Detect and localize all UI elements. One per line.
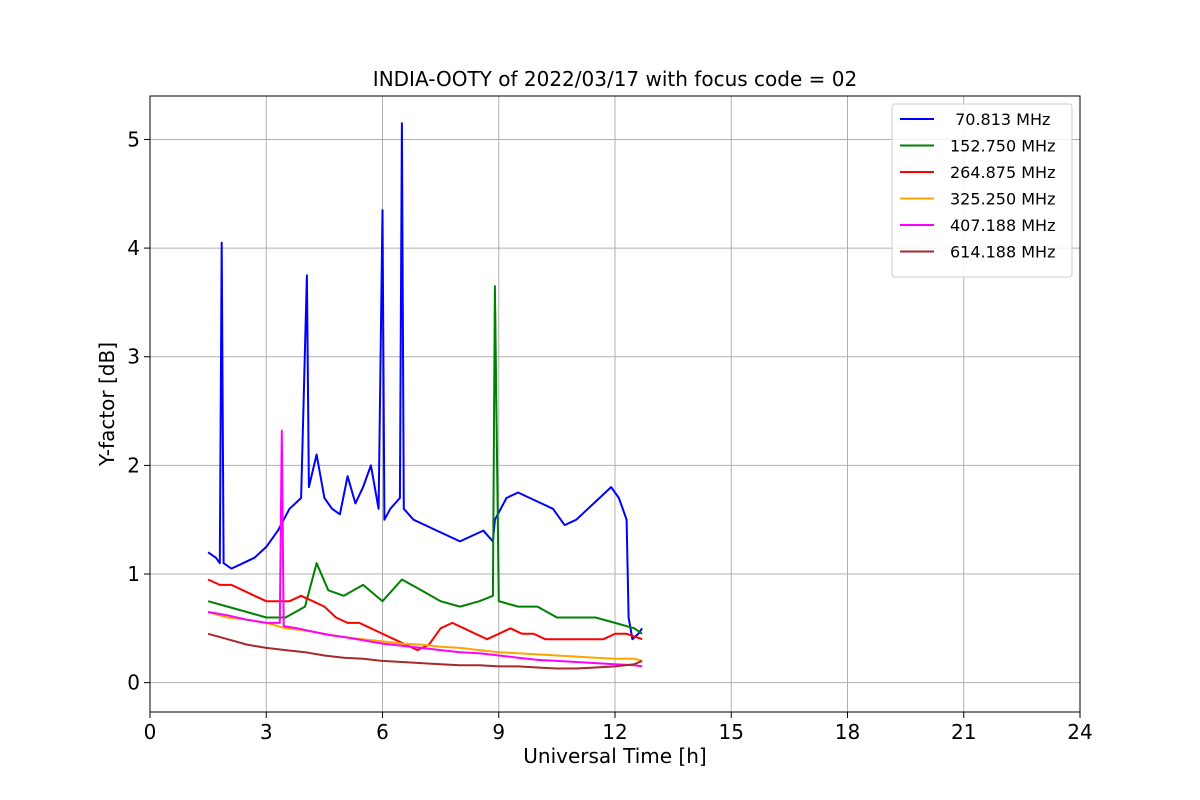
y-tick-label: 0 bbox=[127, 671, 140, 695]
legend-label-5: 614.188 MHz bbox=[950, 243, 1055, 262]
x-tick-label: 6 bbox=[376, 720, 389, 744]
y-tick-label: 4 bbox=[127, 236, 140, 260]
legend-label-4: 407.188 MHz bbox=[950, 216, 1055, 235]
series-line-0 bbox=[207, 122, 643, 641]
y-tick-label: 3 bbox=[127, 345, 140, 369]
x-axis-label: Universal Time [h] bbox=[523, 744, 706, 768]
series-line-3 bbox=[207, 611, 643, 662]
y-tick-label: 5 bbox=[127, 127, 140, 151]
legend-box bbox=[891, 103, 1073, 278]
x-tick-label: 9 bbox=[492, 720, 505, 744]
y-tick-label: 2 bbox=[127, 453, 140, 477]
series-line-4 bbox=[207, 429, 643, 668]
plot-series bbox=[207, 122, 643, 670]
x-tick-label: 3 bbox=[260, 720, 273, 744]
legend-label-0: 70.813 MHz bbox=[950, 110, 1050, 129]
legend-label-2: 264.875 MHz bbox=[950, 163, 1055, 182]
legend-label-3: 325.250 MHz bbox=[950, 190, 1055, 209]
chart-title: INDIA-OOTY of 2022/03/17 with focus code… bbox=[373, 67, 857, 91]
x-tick-label: 15 bbox=[719, 720, 744, 744]
x-tick-label: 18 bbox=[835, 720, 860, 744]
x-tick-label: 21 bbox=[951, 720, 976, 744]
x-tick-label: 0 bbox=[144, 720, 157, 744]
x-tick-label: 12 bbox=[602, 720, 627, 744]
legend-label-1: 152.750 MHz bbox=[950, 137, 1055, 156]
y-tick-label: 1 bbox=[127, 562, 140, 586]
x-tick-label: 24 bbox=[1067, 720, 1092, 744]
series-line-5 bbox=[207, 632, 643, 670]
legend: 70.813 MHz 152.750 MHz 264.875 MHz 325.250 … bbox=[891, 103, 1073, 278]
y-axis-label: Y-factor [dB] bbox=[95, 342, 119, 467]
series-line-1 bbox=[207, 285, 643, 635]
